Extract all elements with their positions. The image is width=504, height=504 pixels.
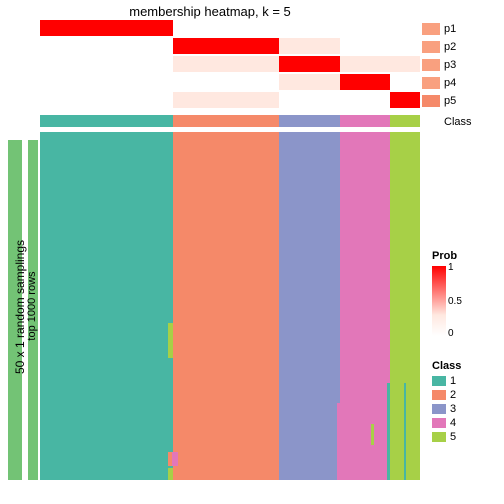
- prob-tick-1: 1: [448, 262, 454, 273]
- class-legend-title: Class: [432, 360, 461, 372]
- noise-stripe: [371, 424, 374, 445]
- prob-cell: [279, 20, 340, 36]
- prob-legend: Prob 1 0.5 0: [432, 250, 457, 336]
- prob-cell: [40, 92, 173, 108]
- main-col-class-4: [340, 132, 389, 480]
- prob-cell: [173, 20, 279, 36]
- class-legend-label: 2: [450, 389, 456, 401]
- prob-cell: [40, 56, 173, 72]
- chart-title: membership heatmap, k = 5: [0, 4, 420, 19]
- class-legend-item-4: 4: [432, 416, 461, 430]
- row-label-text: Class: [444, 117, 472, 128]
- class-legend-label: 1: [450, 375, 456, 387]
- noise-stripe: [404, 383, 406, 480]
- prob-cell: [390, 38, 420, 54]
- prob-cell: [279, 74, 340, 90]
- prob-cell: [279, 38, 340, 54]
- main-col-class-1: [40, 132, 173, 480]
- main-col-class-2: [173, 132, 279, 480]
- class-legend-label: 3: [450, 403, 456, 415]
- prob-row-p2: [40, 38, 420, 54]
- row-label-text: p3: [444, 60, 456, 71]
- swatch-icon: [422, 77, 440, 89]
- class-cell: [173, 115, 279, 127]
- class-legend-item-5: 5: [432, 430, 461, 444]
- swatch-icon: [432, 376, 446, 386]
- prob-cell: [40, 20, 173, 36]
- prob-cell: [340, 38, 389, 54]
- prob-cell: [173, 74, 279, 90]
- class-cell: [40, 115, 173, 127]
- main-heatmap: [40, 132, 420, 480]
- swatch-icon: [432, 432, 446, 442]
- row-label-p4: p4: [422, 74, 472, 92]
- prob-cell: [173, 38, 279, 54]
- swatch-icon: [422, 95, 440, 107]
- class-legend-label: 5: [450, 431, 456, 443]
- prob-cell: [279, 56, 340, 72]
- row-label-p5: p5: [422, 92, 472, 110]
- prob-cell: [340, 56, 389, 72]
- class-legend-label: 4: [450, 417, 456, 429]
- prob-tick-05: 0.5: [448, 296, 462, 307]
- prob-cell: [390, 92, 420, 108]
- row-label-p3: p3: [422, 56, 472, 74]
- swatch-icon: [422, 41, 440, 53]
- class-cell: [390, 115, 420, 127]
- ylabel-inner: top 1000 rows: [26, 256, 38, 356]
- class-cell: [340, 115, 389, 127]
- main-col-class-3: [279, 132, 340, 480]
- noise-stripe: [172, 452, 178, 466]
- class-legend: Class 1 2 3 4 5: [432, 360, 461, 444]
- class-legend-item-3: 3: [432, 402, 461, 416]
- prob-cell: [173, 92, 279, 108]
- prob-cell: [173, 56, 279, 72]
- row-label-text: p4: [444, 78, 456, 89]
- class-legend-item-2: 2: [432, 388, 461, 402]
- swatch-icon: [432, 418, 446, 428]
- swatch-icon: [432, 390, 446, 400]
- row-label-class: Class: [422, 113, 472, 131]
- prob-tick-0: 0: [448, 328, 454, 339]
- prob-cell: [340, 74, 389, 90]
- prob-legend-title: Prob: [432, 250, 457, 262]
- prob-gradient: 1 0.5 0: [432, 266, 446, 336]
- row-labels: p1 p2 p3 p4 p5 Class: [422, 20, 472, 131]
- prob-cell: [340, 20, 389, 36]
- swatch-icon: [422, 23, 440, 35]
- heatmap-area: [40, 20, 420, 480]
- row-label-p2: p2: [422, 38, 472, 56]
- prob-row-p1: [40, 20, 420, 36]
- prob-row-p5: [40, 92, 420, 108]
- class-legend-item-1: 1: [432, 374, 461, 388]
- row-label-text: p1: [444, 24, 456, 35]
- prob-row-p3: [40, 56, 420, 72]
- class-cell: [279, 115, 340, 127]
- row-label-p1: p1: [422, 20, 472, 38]
- row-label-text: p2: [444, 42, 456, 53]
- main-col-class-5: [390, 132, 420, 480]
- prob-cell: [40, 38, 173, 54]
- swatch-icon: [422, 59, 440, 71]
- prob-cell: [390, 74, 420, 90]
- prob-cell: [40, 74, 173, 90]
- prob-cell: [390, 56, 420, 72]
- row-label-text: p5: [444, 96, 456, 107]
- ylabel-outer: 50 x 1 random samplings: [13, 237, 27, 377]
- prob-rows: [40, 20, 420, 110]
- prob-cell: [390, 20, 420, 36]
- prob-cell: [340, 92, 389, 108]
- swatch-icon: [432, 404, 446, 414]
- prob-row-p4: [40, 74, 420, 90]
- prob-cell: [279, 92, 340, 108]
- class-row: [40, 115, 420, 127]
